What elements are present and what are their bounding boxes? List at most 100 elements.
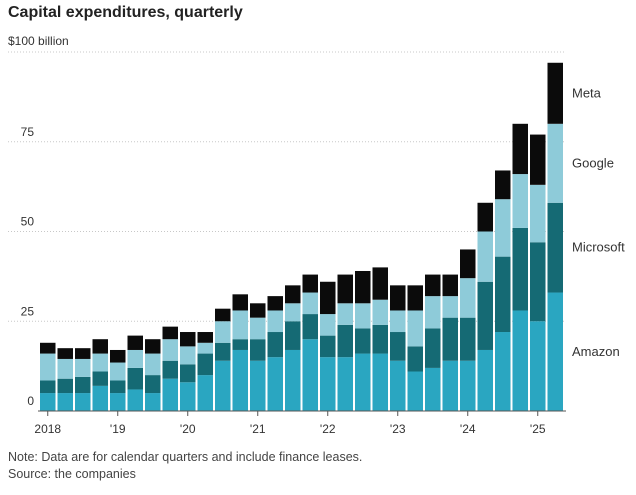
bar-segment-amazon [250,360,266,411]
bar-segment-microsoft [477,281,493,350]
y-unit-label: $100 billion [8,34,69,48]
bar-segment-meta [40,342,56,354]
bar-segment-meta [180,332,196,347]
bar-segment-google [477,231,493,282]
bar-segment-amazon [285,349,301,411]
y-tick-label: 25 [21,304,35,318]
bar-segment-google [232,310,248,340]
bar-segment-meta [57,348,73,359]
bar-segment-meta [512,123,528,175]
bar-segment-google [460,278,476,318]
y-tick-label: 0 [27,394,34,408]
bar-segment-microsoft [547,202,563,293]
x-tick-label: '22 [320,422,336,436]
bar-segment-google [530,184,546,243]
chart-title: Capital expenditures, quarterly [8,4,243,21]
bar-segment-google [337,303,353,325]
x-tick-label: 2018 [34,422,61,436]
legend-label-amazon: Amazon [572,344,620,359]
legend-label-microsoft: Microsoft [572,240,625,255]
bar-segment-meta [495,170,511,200]
bar-segment-meta [162,326,178,340]
bar-segment-amazon [407,371,423,411]
bar-segment-amazon [547,292,563,411]
bar-segment-amazon [215,360,231,411]
bar-segment-meta [372,267,388,300]
bar-segment-meta [407,285,423,311]
bar-segment-microsoft [302,314,318,340]
bar-segment-meta [425,274,441,297]
bar-segment-google [547,123,563,203]
bar-segment-microsoft [215,342,231,361]
legend-label-google: Google [572,155,614,170]
bar-segment-google [390,310,406,333]
bar-segment-amazon [75,393,91,411]
bar-segment-amazon [127,389,143,411]
bar-segment-amazon [442,360,458,411]
bar-segment-amazon [372,353,388,411]
bar-segment-amazon [267,357,283,411]
bar-segment-meta [127,335,143,350]
bar-segment-meta [232,294,248,311]
bar-segment-amazon [390,360,406,411]
bar-segment-meta [145,339,161,354]
bar-segment-google [320,314,336,336]
x-tick-label: '24 [460,422,476,436]
bar-segment-meta [92,339,108,354]
bar-segment-microsoft [250,339,266,361]
bar-segment-amazon [337,357,353,411]
bar-segment-meta [477,202,493,232]
bar-segment-google [162,339,178,361]
bar-segment-meta [390,285,406,311]
bar-segment-microsoft [320,335,336,358]
bar-segment-amazon [162,378,178,411]
bar-segment-google [92,353,108,372]
bar-segment-amazon [512,310,528,411]
bar-segment-meta [460,249,476,279]
bar-segment-google [250,317,266,340]
x-tick-label: '25 [530,422,546,436]
bar-segment-amazon [232,349,248,411]
bar-segment-google [407,310,423,347]
bar-segment-google [110,362,126,381]
legend: Amazon Microsoft Google Meta [572,85,625,358]
bar-segment-microsoft [495,256,511,333]
bar-segment-google [40,353,56,381]
bar-segment-microsoft [530,242,546,322]
bar-segment-meta [320,281,336,315]
x-axis: 2018 '19 '20 '21 '22 '23 '24 '25 [34,410,566,436]
bar-segment-meta [75,348,91,359]
bar-segment-microsoft [110,380,126,394]
bar-segment-microsoft [355,328,371,354]
bar-segment-microsoft [197,353,213,376]
bar-segment-amazon [302,339,318,411]
footnotes: Note: Data are for calendar quarters and… [8,449,362,483]
bar-segment-meta [337,274,353,304]
bar-segment-meta [547,62,563,124]
bar-segment-meta [250,303,266,318]
bar-segment-microsoft [390,332,406,361]
bar-segment-google [197,342,213,354]
x-tick-label: '23 [390,422,406,436]
bar-segment-amazon [477,349,493,411]
bar-segment-amazon [197,375,213,411]
y-tick-label: 50 [21,215,35,229]
y-tick-label: 75 [21,125,35,139]
bar-segment-microsoft [145,375,161,394]
bar-segment-google [145,353,161,376]
bar-segment-meta [530,134,546,185]
bar-segment-microsoft [162,360,178,379]
bar-segment-amazon [320,357,336,411]
bar-segment-microsoft [285,321,301,350]
bars [40,62,563,411]
bar-segment-amazon [92,385,108,411]
bar-segment-meta [267,296,283,311]
bar-segment-amazon [110,393,126,411]
bar-segment-meta [355,270,371,304]
bar-segment-microsoft [460,317,476,361]
note-text: Note: Data are for calendar quarters and… [8,450,363,464]
bar-segment-microsoft [92,371,108,386]
bar-segment-microsoft [127,367,143,390]
bar-segment-meta [197,332,213,343]
